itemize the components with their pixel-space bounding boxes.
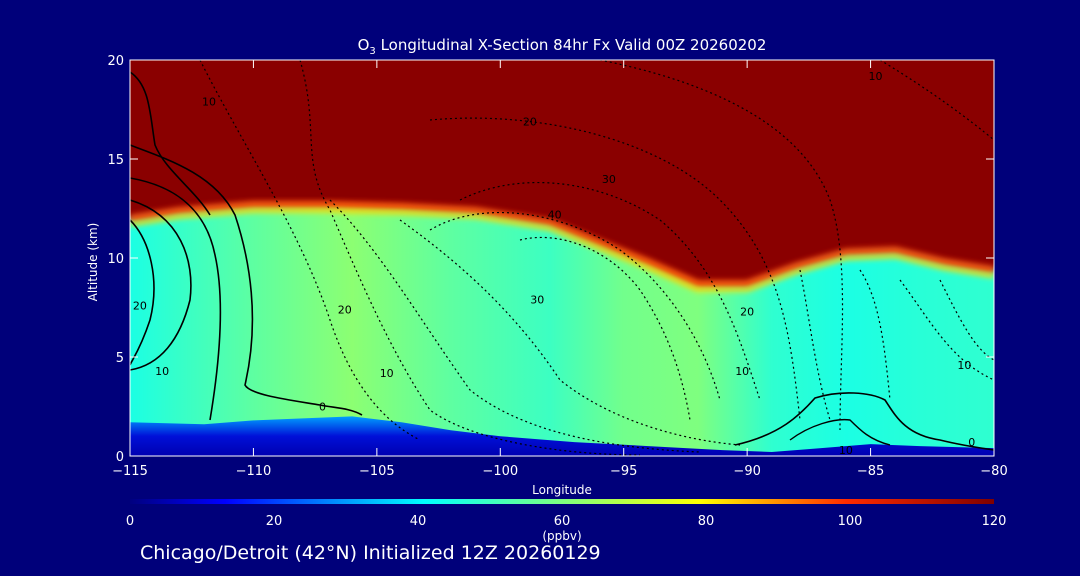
y-axis-label: Altitude (km) bbox=[86, 223, 100, 302]
y-tick-label-0: 0 bbox=[116, 450, 124, 465]
tropopause-edge-yellow bbox=[130, 208, 994, 292]
x-tick-label-7: −80 bbox=[980, 464, 1007, 479]
contour-label-6: 10 bbox=[155, 365, 169, 378]
chart-title: O3 Longitudinal X-Section 84hr Fx Valid … bbox=[358, 36, 767, 57]
y-tick-label-4: 20 bbox=[107, 54, 124, 69]
colorbar-tick-label-6: 120 bbox=[982, 514, 1007, 529]
colorbar-tick-label-1: 20 bbox=[266, 514, 283, 529]
solid-contour-east bbox=[734, 392, 994, 451]
contour-label-4: 40 bbox=[548, 208, 562, 221]
colorbar-label: (ppbv) bbox=[542, 529, 581, 543]
x-axis-label: Longitude bbox=[532, 483, 592, 497]
contour-label-10: 30 bbox=[530, 294, 544, 307]
solid-contour-east-inner bbox=[789, 418, 891, 446]
x-tick-label-4: −95 bbox=[610, 464, 637, 479]
plot-area: 10 20 10 30 40 20 10 0 20 10 30 20 10 10 0 10 bbox=[130, 60, 994, 457]
colorbar-tick-label-3: 60 bbox=[554, 514, 571, 529]
contour-label-2: 10 bbox=[869, 70, 883, 83]
colorbar-tick-label-5: 100 bbox=[838, 514, 863, 529]
colorbar-tick-label-0: 0 bbox=[126, 514, 134, 529]
contour-label-12: 10 bbox=[735, 365, 749, 378]
colorbar-tick-label-2: 40 bbox=[410, 514, 427, 529]
contour-label-0: 10 bbox=[202, 96, 216, 109]
dotted-contours bbox=[199, 60, 994, 456]
x-tick-label-1: −110 bbox=[236, 464, 272, 479]
solid-contour-zero bbox=[319, 404, 363, 416]
contour-label-15: 10 bbox=[839, 444, 853, 457]
x-tick-label-0: −115 bbox=[112, 464, 148, 479]
x-axis: −115 −110 −105 −100 −95 −90 −85 −80 bbox=[112, 60, 1008, 479]
stratosphere-band bbox=[130, 60, 994, 284]
x-tick-label-5: −90 bbox=[733, 464, 760, 479]
x-tick-label-3: −100 bbox=[482, 464, 518, 479]
y-tick-label-2: 10 bbox=[107, 252, 124, 267]
contour-label-11: 20 bbox=[740, 305, 754, 318]
x-tick-label-2: −105 bbox=[359, 464, 395, 479]
contour-label-1: 20 bbox=[523, 115, 537, 128]
contour-label-7: 0 bbox=[319, 401, 326, 414]
colorbar-ticks: 0 20 40 60 80 100 120 bbox=[126, 514, 1007, 529]
contour-label-9: 10 bbox=[380, 367, 394, 380]
contour-label-8: 20 bbox=[338, 303, 352, 316]
contour-label-5: 20 bbox=[133, 300, 147, 313]
colorbar-tick-label-4: 80 bbox=[698, 514, 715, 529]
boundary-layer-band bbox=[130, 416, 994, 456]
contour-label-14: 0 bbox=[968, 436, 975, 449]
solid-contour-west-2 bbox=[130, 144, 321, 406]
y-tick-label-1: 5 bbox=[116, 351, 124, 366]
x-tick-label-6: −85 bbox=[857, 464, 884, 479]
contour-label-3: 30 bbox=[602, 173, 616, 186]
solid-contour-west-1 bbox=[130, 71, 211, 216]
solid-contour-west-3 bbox=[130, 177, 222, 421]
contour-labels: 10 20 10 30 40 20 10 0 20 10 30 20 10 10 0 10 bbox=[133, 70, 975, 457]
colorbar bbox=[130, 499, 994, 504]
contour-label-13: 10 bbox=[957, 359, 971, 372]
footer-caption: Chicago/Detroit (42°N) Initialized 12Z 2… bbox=[140, 542, 601, 564]
y-tick-label-3: 15 bbox=[107, 153, 124, 168]
y-axis: 0 5 10 15 20 bbox=[107, 54, 994, 465]
tropopause-edge bbox=[130, 201, 994, 288]
solid-contour-west-5 bbox=[130, 199, 192, 371]
